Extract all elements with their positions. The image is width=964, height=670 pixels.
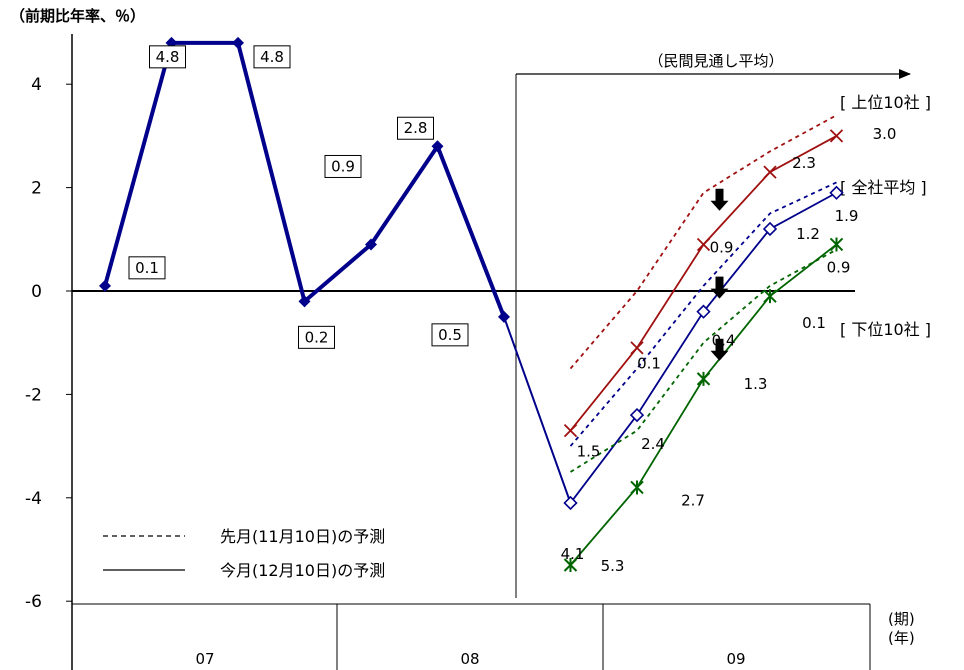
y-tick-label: 4 [31, 75, 42, 95]
y-tick-label: 0 [31, 282, 42, 302]
y-tick-label: 2 [31, 179, 42, 199]
bottom10-data-label: 5.3 [601, 557, 625, 575]
y-tick-label: -6 [25, 592, 42, 612]
year-label-07: 07 [195, 650, 214, 668]
actual-data-label: 0.9 [331, 157, 355, 175]
actual-data-label: 0.5 [438, 326, 462, 344]
year-label-09: 09 [726, 650, 745, 668]
bottom10-data-label: 2.7 [681, 491, 705, 509]
bottom10-point [831, 237, 843, 251]
top10-point [565, 425, 577, 437]
series-name-top10: [ 上位10社 ] [840, 93, 931, 112]
revision-down-arrow [711, 277, 729, 299]
year-label-08: 08 [460, 650, 479, 668]
legend: 先月(11月10日)の予測 今月(12月10日)の予測 [103, 527, 385, 580]
series-layer [99, 37, 843, 572]
average-data-label: 2.4 [641, 435, 665, 453]
extra-data-label: 1.5 [577, 442, 601, 460]
y-axis-label: （前期比年率、％） [10, 7, 145, 25]
forecast-header: （民間見通し平均） [648, 52, 783, 70]
actual-data-label: 4.8 [156, 48, 180, 66]
bottom10-data-label: 0.1 [802, 314, 826, 332]
top10-point [631, 342, 643, 354]
actual-to-forecast-connector [504, 317, 571, 503]
top10-point [698, 238, 710, 250]
bottom10-previous-forecast-line [571, 250, 837, 472]
top10-data-label: 0.9 [710, 238, 734, 256]
period-unit-label: (期) [888, 610, 915, 628]
y-ticks: 4 2 0 -2 -4 -6 [25, 75, 72, 612]
top10-data-label: 3.0 [873, 125, 897, 143]
y-tick-label: -4 [25, 489, 42, 509]
average-data-label: 4.1 [561, 545, 585, 563]
data-label-layer: 0.1 4.8 4.8 0.2 0.9 2.8 0.5 0.9 2.3 3.0 4.1 2.4 0.4 1… [129, 46, 896, 575]
bottom10-current-forecast-line [571, 244, 837, 565]
actual-data-label: 0.2 [305, 328, 329, 346]
actual-data-label: 4.8 [260, 48, 284, 66]
average-data-label: 1.9 [835, 207, 859, 225]
legend-previous-label: 先月(11月10日)の予測 [220, 527, 385, 546]
year-table: 07 08 09 (期) (年) [72, 604, 915, 670]
series-name-average: [ 全社平均 ] [840, 178, 927, 197]
bottom10-data-label: 0.9 [827, 258, 851, 276]
legend-current-label: 今月(12月10日)の予測 [220, 561, 385, 580]
actual-data-label: 0.1 [135, 259, 159, 277]
bottom10-point [631, 480, 643, 494]
actual-data-label: 2.8 [404, 119, 428, 137]
top10-current-forecast-line [571, 136, 837, 431]
revision-down-arrow [711, 189, 729, 211]
top10-point [764, 166, 776, 178]
average-data-label: 0.4 [712, 332, 736, 350]
year-unit-label: (年) [888, 629, 915, 647]
bottom10-point [698, 372, 710, 386]
top10-point [831, 130, 843, 142]
extra-data-label: 0.1 [637, 355, 661, 373]
series-name-bottom10: [ 下位10社 ] [840, 320, 931, 339]
average-data-label: 1.2 [796, 225, 820, 243]
top10-data-label: 2.3 [792, 154, 816, 172]
bottom10-data-label: 1.3 [744, 375, 768, 393]
y-tick-label: -2 [25, 385, 42, 405]
bottom10-point [764, 289, 776, 303]
actual-point [498, 311, 510, 323]
actual-point [232, 37, 244, 49]
